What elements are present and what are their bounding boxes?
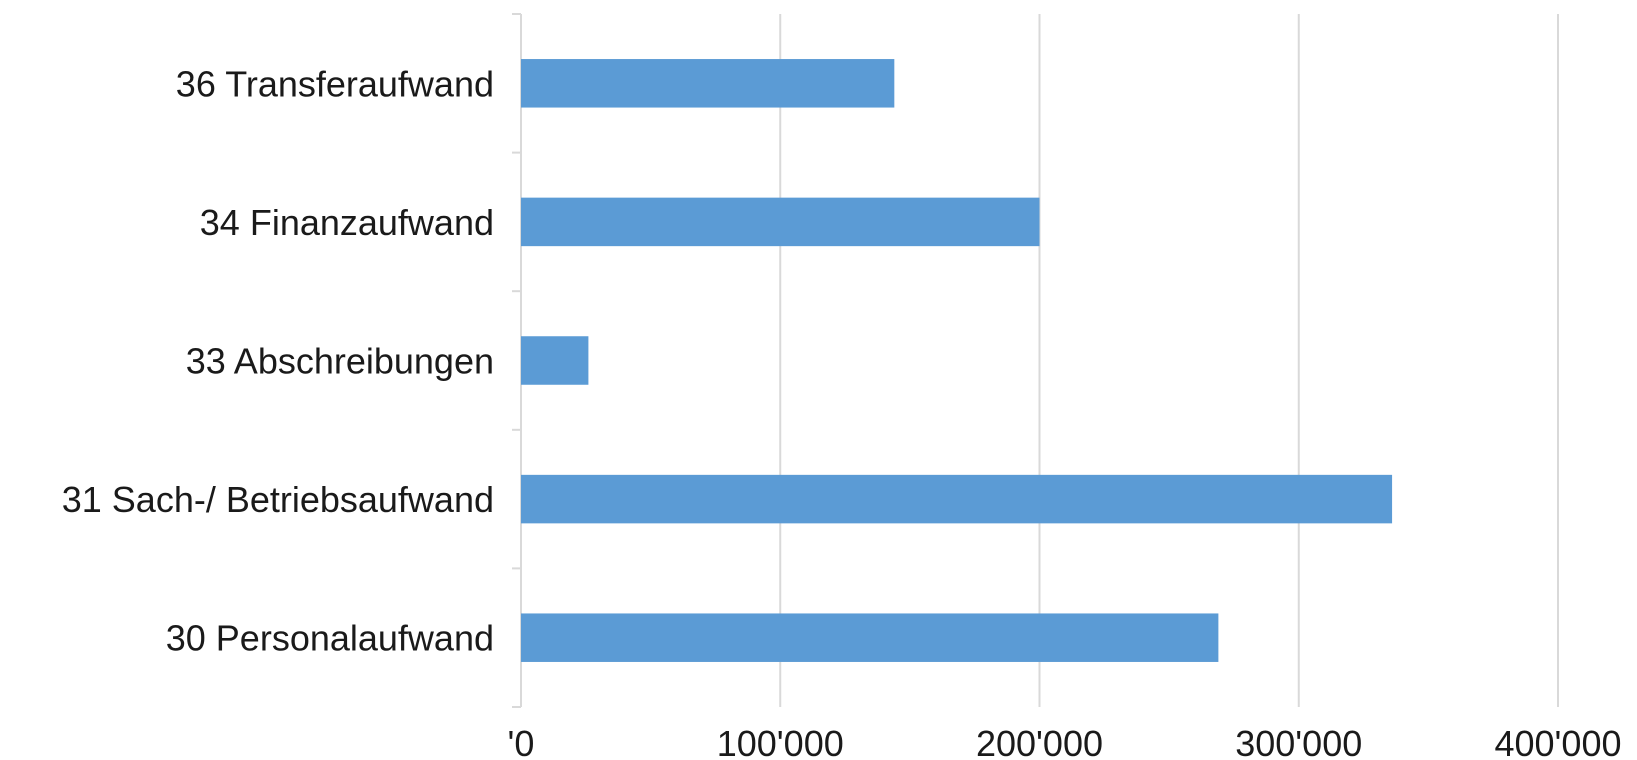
category-label-0: 36 Transferaufwand xyxy=(176,63,494,104)
bar-0 xyxy=(521,59,895,108)
x-tick-label-3: 300'000 xyxy=(1235,723,1362,760)
x-tick-label-2: 200'000 xyxy=(976,723,1103,760)
category-labels: 36 Transferaufwand 34 Finanzaufwand 33 Abs… xyxy=(62,63,494,658)
gridlines xyxy=(779,14,1559,707)
category-label-4: 30 Personalaufwand xyxy=(166,618,494,659)
category-label-1: 34 Finanzaufwand xyxy=(200,202,494,243)
category-label-2: 33 Abschreibungen xyxy=(186,341,494,382)
bar-4 xyxy=(521,613,1219,662)
bar-2 xyxy=(521,336,589,385)
x-tick-label-1: 100'000 xyxy=(717,723,844,760)
x-tick-labels: '0 100'000 200'000 300'000 400'000 xyxy=(508,723,1622,760)
x-tick-label-0: '0 xyxy=(508,723,535,760)
bars xyxy=(521,59,1393,662)
x-tick-label-4: 400'000 xyxy=(1494,723,1621,760)
category-label-3: 31 Sach-/ Betriebsaufwand xyxy=(62,479,494,520)
category-axis xyxy=(512,13,522,708)
bar-3 xyxy=(521,474,1393,524)
bar-1 xyxy=(521,197,1040,247)
